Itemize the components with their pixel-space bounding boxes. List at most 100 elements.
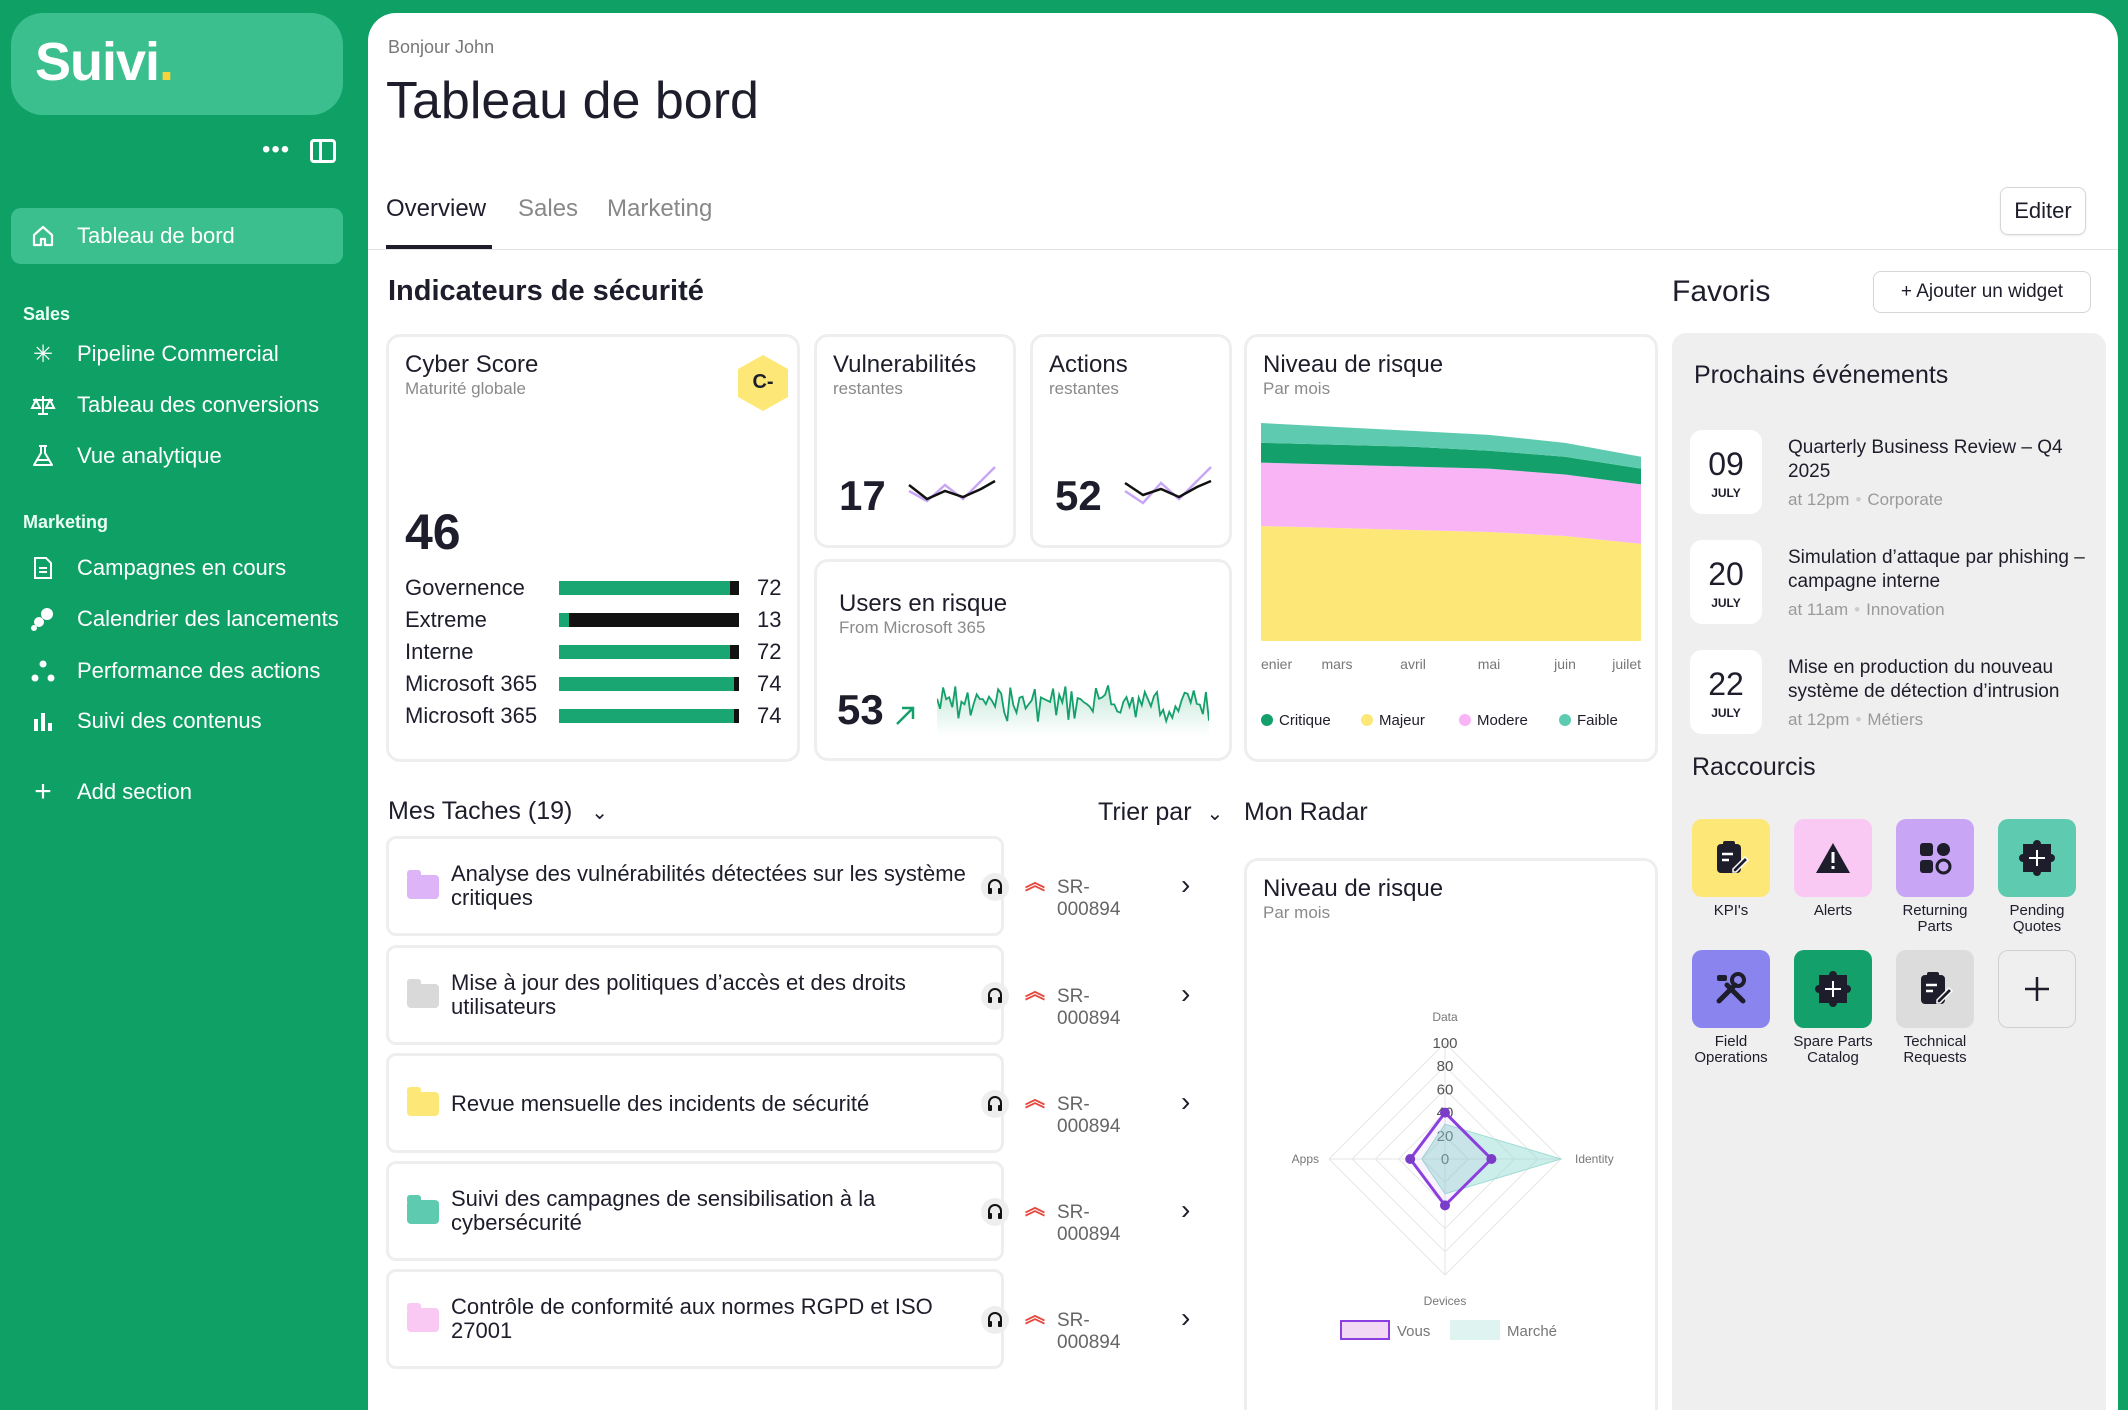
clipboard-edit-icon	[1896, 950, 1974, 1028]
card-title: Niveau de risque	[1263, 351, 1444, 378]
shortcut-kpi-s[interactable]: KPI's	[1681, 819, 1781, 919]
vulnerabilites-card[interactable]: Vulnerabilités restantes 17	[814, 334, 1016, 548]
events-heading: Prochains événements	[1694, 361, 1949, 389]
shortcut-field-operations[interactable]: Field Operations	[1681, 950, 1781, 1066]
radar-point	[1440, 1107, 1450, 1118]
task-title: Contrôle de conformité aux normes RGPD e…	[451, 1294, 933, 1343]
tab-sales[interactable]: Sales	[518, 195, 579, 222]
edit-button[interactable]: Editer	[2000, 187, 2086, 235]
tabs-divider	[368, 249, 2118, 250]
radar-axis-label: Data	[1432, 1010, 1458, 1024]
task-id: SR-000894	[1057, 877, 1121, 920]
shortcut-returning-parts[interactable]: Returning Parts	[1885, 819, 1985, 935]
sort-button[interactable]: Trier par ⌄	[1098, 798, 1223, 827]
brand-logo[interactable]: Suivi.	[11, 13, 343, 115]
card-title: Users en risque	[839, 590, 1008, 617]
radar-chart-card[interactable]: Niveau de risque Par mois 100806040200Da…	[1244, 858, 1658, 1410]
chevron-right-icon[interactable]: ›	[1181, 978, 1191, 1009]
x-tick-label: enier	[1261, 656, 1292, 672]
x-tick-label: juin	[1553, 656, 1576, 672]
risk-area-chart-card[interactable]: Niveau de risque Par mois enier mars avril…	[1244, 334, 1658, 762]
radar-axis-label: Identity	[1575, 1152, 1614, 1166]
users-risk-card[interactable]: Users en risque From Microsoft 365 53	[814, 559, 1232, 761]
legend-label: Critique	[1279, 712, 1331, 729]
shortcut-label: KPI's	[1713, 902, 1749, 919]
event-category: Innovation	[1866, 600, 1945, 619]
sidebar-item-label: Performance des actions	[77, 658, 321, 683]
shortcut-label: Spare Parts Catalog	[1793, 1033, 1873, 1066]
sidebar-item-vue-analytique[interactable]: Vue analytique	[11, 428, 343, 484]
shortcut-spare-parts-catalog[interactable]: Spare Parts Catalog	[1783, 950, 1883, 1066]
toggle-sidebar-icon[interactable]	[310, 139, 336, 163]
task-row[interactable]: Analyse des vulnérabilités détectées sur…	[386, 836, 1190, 936]
headset-icon[interactable]	[981, 1198, 1009, 1226]
event-day: 20	[1708, 556, 1744, 592]
chevron-right-icon[interactable]: ›	[1181, 1086, 1191, 1117]
sidebar-item-label: Tableau de bord	[77, 223, 235, 248]
add-widget-button[interactable]: + Ajouter un widget	[1873, 271, 2091, 313]
event-meta: at 12pm • Corporate	[1788, 490, 1943, 509]
chevron-right-icon[interactable]: ›	[1181, 1302, 1191, 1333]
shortcut-technical-requests[interactable]: Technical Requests	[1885, 950, 1985, 1066]
bar-fill	[559, 677, 734, 691]
headset-icon[interactable]	[981, 1306, 1009, 1334]
sidebar-item-campagnes[interactable]: Campagnes en cours	[11, 540, 343, 596]
add-shortcut-button[interactable]	[1987, 950, 2087, 1034]
sparkline	[1124, 466, 1212, 505]
add-section-button[interactable]: + Add section	[11, 764, 343, 820]
tasks-heading[interactable]: Mes Taches (19) ⌄	[388, 797, 608, 826]
task-row[interactable]: Contrôle de conformité aux normes RGPD e…	[386, 1269, 1190, 1369]
sidebar-item-conversions[interactable]: Tableau des conversions	[11, 377, 343, 433]
sidebar-item-label: Calendrier des lancements	[77, 606, 339, 631]
event-item[interactable]: 22 JULY Mise en production du nouveau syst…	[1690, 650, 2090, 740]
sidebar-item-suivi-contenus[interactable]: Suivi des contenus	[11, 693, 343, 749]
legend-label: Faible	[1577, 712, 1618, 729]
chevron-right-icon[interactable]: ›	[1181, 1194, 1191, 1225]
task-row[interactable]: Revue mensuelle des incidents de sécurit…	[386, 1053, 1190, 1153]
legend-label: Modere	[1477, 712, 1528, 729]
bar-chart-icon	[29, 707, 57, 735]
shortcut-pending-quotes[interactable]: Pending Quotes	[1987, 819, 2087, 935]
more-options-icon[interactable]: •••	[262, 136, 291, 163]
sidebar-item-calendrier[interactable]: Calendrier des lancements	[11, 591, 343, 647]
headset-icon[interactable]	[981, 1090, 1009, 1118]
sidebar-item-performance[interactable]: Performance des actions	[11, 643, 343, 699]
radar-tick-label: 60	[1437, 1081, 1454, 1098]
bar-label: Extreme	[405, 607, 487, 632]
scale-icon	[29, 391, 57, 419]
cyber-score-card[interactable]: Cyber Score Maturité globale C- 46 Gover…	[386, 334, 800, 762]
tab-overview[interactable]: Overview	[386, 195, 487, 222]
bar-label: Microsoft 365	[405, 671, 538, 696]
sidebar-item-tableau-de-bord[interactable]: Tableau de bord	[11, 208, 343, 264]
sidebar-section-marketing: Marketing	[23, 512, 109, 532]
active-tab-indicator	[386, 245, 492, 249]
trend-up-icon	[896, 706, 915, 725]
task-row[interactable]: Suivi des campagnes de sensibilisation à…	[386, 1161, 1190, 1261]
sidebar-item-pipeline[interactable]: ✳ Pipeline Commercial	[11, 326, 343, 382]
headset-icon[interactable]	[981, 873, 1009, 901]
x-tick-label: juilet	[1611, 656, 1641, 672]
task-row[interactable]: Mise à jour des politiques d’accès et de…	[386, 945, 1190, 1045]
area-chart: enier mars avril mai juin juilet Critique Majeu…	[1261, 423, 1641, 729]
tab-marketing[interactable]: Marketing	[607, 195, 713, 222]
chevron-right-icon[interactable]: ›	[1181, 869, 1191, 900]
legend-label: Vous	[1397, 1323, 1430, 1340]
shortcut-label: Alerts	[1813, 902, 1853, 919]
actions-card[interactable]: Actions restantes 52	[1030, 334, 1232, 548]
event-category: Corporate	[1867, 490, 1943, 509]
event-day: 09	[1708, 446, 1744, 482]
shortcut-alerts[interactable]: Alerts	[1783, 819, 1883, 919]
headset-icon[interactable]	[981, 982, 1009, 1010]
event-month: JULY	[1711, 486, 1741, 500]
event-item[interactable]: 20 JULY Simulation d’attaque par phishing …	[1690, 540, 2090, 630]
actions-value: 52	[1055, 472, 1102, 519]
brand-dot: .	[159, 32, 174, 92]
card-subtitle: Par mois	[1263, 379, 1331, 398]
tools-icon	[1692, 950, 1770, 1028]
bar-value: 13	[757, 607, 782, 632]
event-item[interactable]: 09 JULY Quarterly Business Review – Q4 202…	[1690, 430, 2090, 520]
document-icon	[29, 554, 57, 582]
x-tick-label: avril	[1400, 656, 1426, 672]
card-subtitle: Maturité globale	[405, 379, 526, 398]
radar-axis-label: Apps	[1292, 1152, 1319, 1166]
